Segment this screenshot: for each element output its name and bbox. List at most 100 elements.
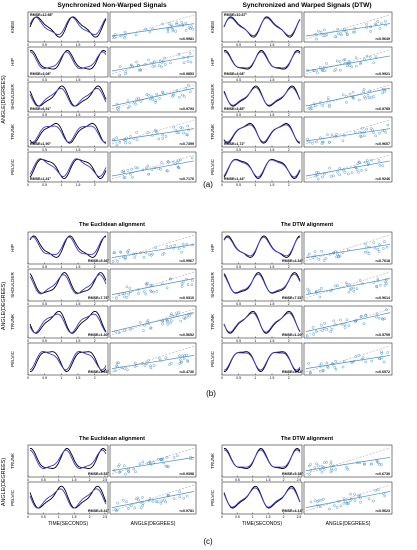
scatter-point xyxy=(378,27,382,30)
signal-curve xyxy=(29,313,107,334)
time-tick-label: 1 xyxy=(60,43,62,47)
scatter-point xyxy=(306,255,310,259)
time-tick-label: 0.5 xyxy=(236,183,241,187)
scatter-point xyxy=(385,308,388,311)
rmse-label: RMSE=1.90° xyxy=(30,142,51,146)
scatter-point xyxy=(321,140,325,144)
scatter-point xyxy=(363,57,366,61)
scatter-point xyxy=(319,136,322,140)
scatter-point xyxy=(309,463,312,466)
scatter-point xyxy=(167,22,171,25)
fit-line xyxy=(111,160,195,177)
time-tick-label: 0.5 xyxy=(236,302,241,306)
scatter-point xyxy=(307,252,311,256)
scatter-point xyxy=(347,59,351,63)
signal-curve xyxy=(223,487,301,508)
scatter-point xyxy=(177,131,181,135)
scatter-point xyxy=(161,59,165,63)
scatter-point xyxy=(385,245,389,249)
scatter-point xyxy=(381,87,385,91)
scatter-point xyxy=(363,463,366,466)
scatter-point xyxy=(372,499,375,503)
time-tick-label: 1 xyxy=(254,113,256,117)
time-tick-label: 0 xyxy=(221,148,223,152)
row-shoulder: SHOULDER SHOULDER 0 0.5 1 1.5 2 RMSE=6.51° r=0.9… xyxy=(10,81,393,117)
scatter-point xyxy=(349,492,352,496)
scatter-point xyxy=(191,27,195,31)
scatter-point xyxy=(362,88,366,91)
scatter-point xyxy=(181,93,184,97)
scatter-point xyxy=(186,133,189,137)
scatter-point xyxy=(368,245,371,249)
scatter-point xyxy=(170,23,173,27)
scatter-point xyxy=(316,173,319,177)
row-label: PELVIC xyxy=(210,158,215,175)
time-tick-label: 0 xyxy=(27,265,29,269)
scatter-point xyxy=(133,365,137,368)
scatter-point xyxy=(126,507,130,510)
scatter-point xyxy=(320,329,324,333)
scatter-point xyxy=(314,289,318,293)
scatter-point xyxy=(167,465,170,469)
scatter-point xyxy=(136,63,140,67)
scatter-point xyxy=(178,495,182,499)
scatter-point xyxy=(184,87,188,91)
scatter-point xyxy=(149,283,153,287)
scatter-point xyxy=(149,462,153,466)
scatter-point xyxy=(129,172,132,176)
scatter-point xyxy=(185,242,189,246)
scatter-point xyxy=(168,363,171,366)
scatter-point xyxy=(335,132,338,136)
scatter-point xyxy=(126,99,130,103)
fit-line xyxy=(305,87,391,107)
scatter-point xyxy=(307,140,311,144)
scatter-point xyxy=(182,245,186,249)
scatter-point xyxy=(339,504,343,508)
scatter-point xyxy=(352,289,356,293)
scatter-point xyxy=(309,107,312,111)
scatter-point xyxy=(126,168,130,172)
scatter-point xyxy=(124,472,127,476)
scatter-point xyxy=(325,328,329,332)
row-label: HIP xyxy=(210,58,215,66)
scatter-point xyxy=(357,171,360,174)
scatter-point xyxy=(170,319,173,322)
scatter-point xyxy=(149,326,153,330)
time-tick-label: 0 xyxy=(27,302,29,306)
scatter-point xyxy=(135,60,138,64)
scatter-point xyxy=(166,323,169,326)
column-title: The Euclidean alignment xyxy=(79,436,145,442)
rmse-label: RMSE=12.98° xyxy=(30,13,53,17)
scatter-point xyxy=(377,159,381,162)
panel-c: The Euclidean alignment The DTW alignment… xyxy=(1,436,393,546)
fit-line xyxy=(111,55,195,72)
time-tick-label: 0.5 xyxy=(236,113,241,117)
scatter-point xyxy=(358,130,362,134)
rmse-label: RMSE=4.14° xyxy=(282,509,303,513)
scatter-point xyxy=(313,104,317,107)
scatter-point xyxy=(307,361,311,365)
scatter-point xyxy=(142,290,146,293)
scatter-point xyxy=(122,170,126,174)
rmse-label: RMSE=4.53° xyxy=(88,370,109,374)
signal-curve xyxy=(29,350,107,371)
scatter-point xyxy=(362,134,366,138)
scatter-point xyxy=(134,102,137,106)
scatter-point xyxy=(376,247,380,251)
scatter-point xyxy=(171,29,175,33)
scatter-point xyxy=(182,496,186,500)
scatter-point xyxy=(159,167,163,171)
scatter-point xyxy=(307,106,311,110)
scatter-point xyxy=(145,361,149,365)
r-label: r=0.9623 xyxy=(376,509,391,513)
time-tick-label: 0 xyxy=(221,376,223,380)
scatter-point xyxy=(115,296,118,300)
scatter-point xyxy=(315,170,318,174)
scatter-point xyxy=(166,27,170,31)
scatter-point xyxy=(342,58,346,62)
time-tick-label: 1 xyxy=(254,265,256,269)
scatter-point xyxy=(181,242,185,246)
scatter-point xyxy=(361,356,365,359)
scatter-point xyxy=(119,250,122,254)
scatter-point xyxy=(323,65,326,69)
